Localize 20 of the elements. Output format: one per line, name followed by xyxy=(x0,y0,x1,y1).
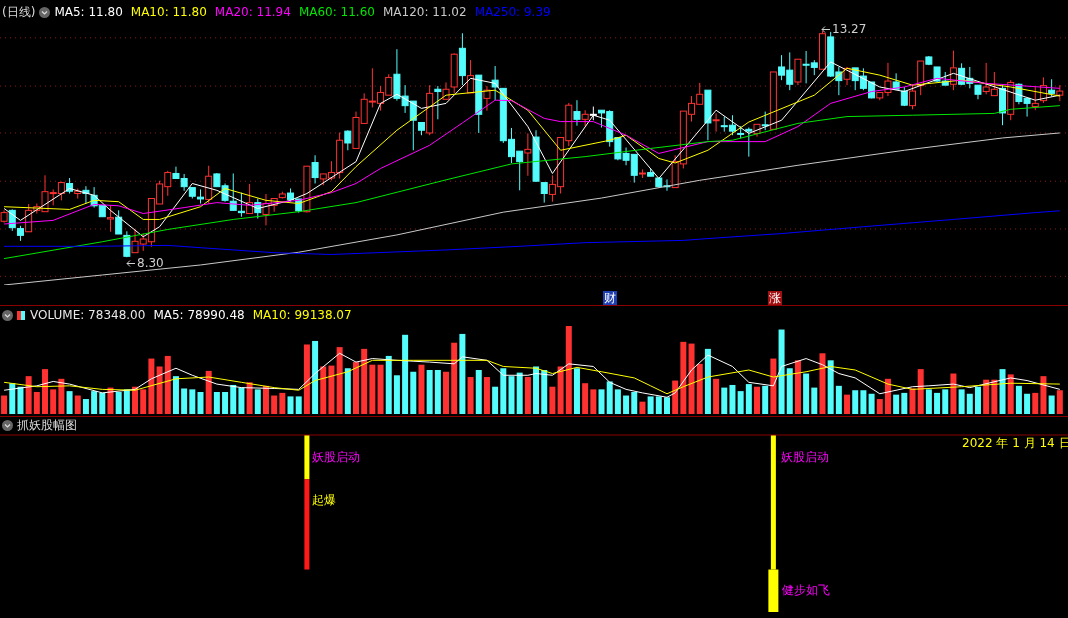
text: MA250: 9.39 xyxy=(474,5,551,19)
text: 财 xyxy=(604,291,616,305)
text: MA20: 11.94 xyxy=(214,5,291,19)
annotation: 13.27 xyxy=(832,22,867,36)
chart-title: 抓妖股幅图 xyxy=(17,416,77,434)
text: MA5: 78990.48 xyxy=(153,308,245,322)
annotation: 妖股启动 xyxy=(781,450,829,464)
annotation: 2022 年 1 月 14 日 xyxy=(962,436,1068,450)
text: MA5: 11.80 xyxy=(54,5,123,19)
text: MA10: 11.80 xyxy=(130,5,207,19)
annotation: 8.30 xyxy=(137,256,164,270)
annotation: 妖股启动 xyxy=(312,450,360,464)
text: MA10: 99138.07 xyxy=(252,308,352,322)
annotation: 起爆 xyxy=(312,493,336,507)
text: 涨 xyxy=(769,291,781,305)
chart-title: (日线) xyxy=(2,3,36,21)
text: MA120: 11.02 xyxy=(382,5,467,19)
annotation: 健步如飞 xyxy=(782,583,830,597)
text: MA60: 11.60 xyxy=(298,5,375,19)
legend-label: VOLUME: 78348.00 xyxy=(30,308,146,322)
